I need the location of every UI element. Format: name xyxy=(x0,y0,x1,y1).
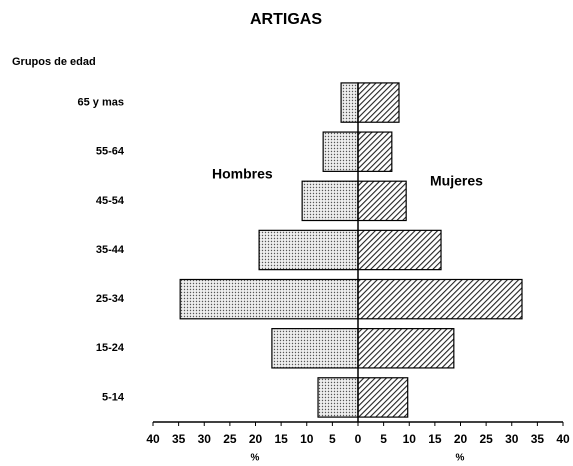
bar xyxy=(357,131,393,172)
x-tick-label: 20 xyxy=(454,432,468,446)
y-axis-title: Grupos de edad xyxy=(12,56,96,68)
x-tick-label: 35 xyxy=(172,432,186,446)
x-tick-label: 40 xyxy=(556,432,570,446)
y-tick-label: 15-24 xyxy=(96,342,125,354)
y-tick-label: 25-34 xyxy=(96,293,125,305)
x-axis-unit: % xyxy=(251,453,260,464)
x-tick-label: 10 xyxy=(300,432,314,446)
bar xyxy=(357,229,442,271)
y-tick-label: 45-54 xyxy=(96,195,125,207)
x-tick-label: 30 xyxy=(505,432,519,446)
bar xyxy=(357,82,400,123)
bar xyxy=(357,180,407,222)
x-tick-label: 15 xyxy=(274,432,288,446)
y-tick-label: 55-64 xyxy=(96,146,125,158)
bar xyxy=(357,278,523,320)
x-tick-label: 25 xyxy=(479,432,493,446)
bar xyxy=(357,377,409,418)
bar xyxy=(271,328,359,369)
series-label: Hombres xyxy=(212,166,273,182)
bar xyxy=(322,131,359,172)
bar xyxy=(258,229,359,271)
x-axis-unit: % xyxy=(456,453,465,464)
bar xyxy=(317,377,359,418)
chart-title: ARTIGAS xyxy=(250,11,322,28)
bar xyxy=(340,82,359,123)
x-tick-label: 10 xyxy=(403,432,417,446)
x-tick-label: 20 xyxy=(249,432,263,446)
bar xyxy=(301,180,359,222)
series-label: Mujeres xyxy=(430,173,483,189)
x-tick-label: 15 xyxy=(428,432,442,446)
bar xyxy=(179,278,359,320)
x-tick-label: 5 xyxy=(329,432,336,446)
y-tick-label: 35-44 xyxy=(96,244,125,256)
x-tick-label: 30 xyxy=(198,432,212,446)
x-tick-label: 35 xyxy=(531,432,545,446)
y-tick-label: 65 y mas xyxy=(78,96,124,108)
x-tick-label: 25 xyxy=(223,432,237,446)
x-tick-label: 0 xyxy=(355,432,362,446)
x-tick-label: 40 xyxy=(146,432,160,446)
bar xyxy=(357,328,455,369)
x-tick-label: 5 xyxy=(380,432,387,446)
y-tick-label: 5-14 xyxy=(102,391,125,403)
